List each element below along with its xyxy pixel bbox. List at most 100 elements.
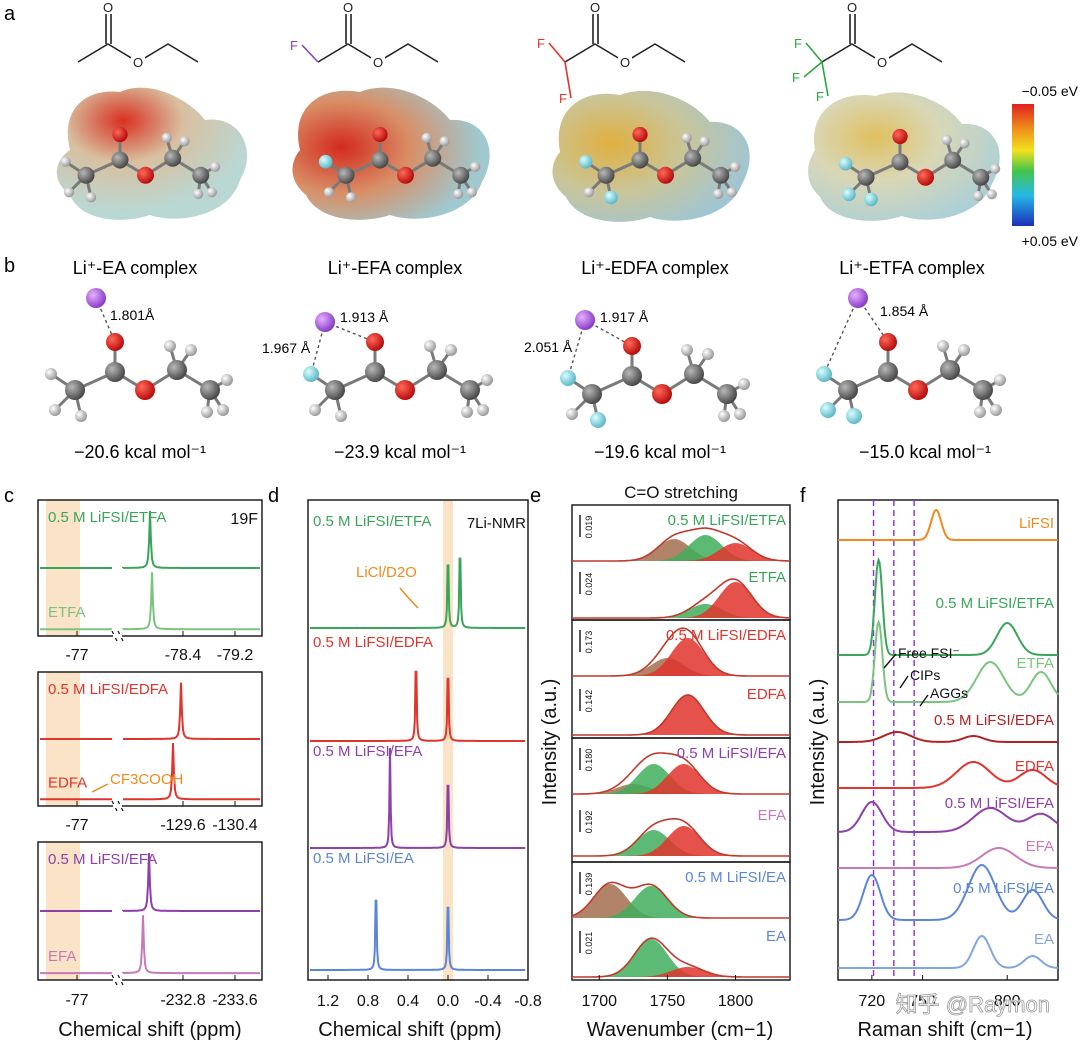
hydrogen-atom (477, 404, 489, 416)
e-envelope (572, 937, 790, 978)
cf-bond (805, 42, 823, 63)
f-series-3 (838, 731, 1058, 743)
d-series-label: 0.5 M LiFSI/ETFA (313, 513, 431, 530)
c-trace-label: EDFA (48, 774, 87, 791)
e-component-peak (572, 582, 790, 618)
li-complex-models (45, 288, 1006, 428)
hydrogen-atom (221, 374, 233, 386)
f-series-label: EA (1034, 931, 1054, 948)
carbon-atom (427, 360, 447, 380)
hydrogen-atom (973, 190, 984, 202)
hydrogen-atom (681, 344, 693, 356)
chart-d-7li-nmr: 0.5 M LiFSI/ETFA 0.5 M LiFSI/EDFA 0.5 M Li… (307, 499, 542, 1041)
c-subpanel: 0.5 M LiFSI/EFA EFA -77 -232.8 -233.6 (37, 841, 263, 1009)
carbon-atom (164, 149, 182, 167)
f-series-label: EFA (1026, 838, 1054, 855)
hydrogen-atom (75, 410, 87, 422)
f-series-label: 0.5 M LiFSI/EA (953, 880, 1054, 897)
f-series-8 (838, 934, 1059, 969)
ester-o-gap (618, 55, 632, 69)
c-trace-efa (40, 915, 260, 975)
c-trace-0-5-m-lifsi-etfa (40, 510, 260, 569)
fluorine-atom (604, 190, 618, 205)
e-component-peak (572, 886, 790, 918)
f-marker-arrow (883, 653, 897, 669)
carbon-atom (631, 151, 649, 169)
e-envelope (572, 527, 790, 562)
d-tick-label: 1.2 (317, 993, 339, 1010)
hydrogen-atom (335, 410, 347, 422)
fluorine-atom (578, 154, 593, 169)
hydrogen-atom (699, 136, 710, 147)
e-component-peak (572, 764, 790, 794)
oxygen-atom (137, 166, 154, 184)
c-xlabel: Chemical shift (ppm) (58, 1019, 241, 1041)
c-annotation-arrow (91, 783, 109, 793)
axis-break-gap (113, 804, 122, 808)
hydrogen-atom (986, 189, 997, 200)
c-trace-label: ETFA (48, 604, 86, 621)
ester-oxygen-label: O (373, 55, 383, 70)
hydrogen-atom (453, 188, 464, 200)
distance-edfa-2: 2.051 Å (524, 339, 573, 355)
e-series-label: 0.5 M LiFSI/EFA (677, 745, 786, 762)
oxygen-atom (372, 126, 388, 143)
oxygen-atom (879, 333, 897, 351)
oxygen-label: O (103, 0, 113, 15)
hydrogen-atom (713, 188, 724, 200)
hydrogen-atom (990, 163, 1001, 174)
hydrogen-atom (681, 132, 692, 143)
e-tick-label: 1700 (581, 993, 617, 1010)
d-axes-box (307, 499, 529, 981)
carbon-atom (857, 168, 875, 186)
d-tick-label: 0.8 (357, 993, 379, 1010)
ester-o-gap (371, 55, 385, 69)
hydrogen-atom (941, 134, 952, 145)
distance-etfa: 1.854 Å (880, 303, 929, 319)
c-axes-box (37, 671, 263, 807)
c-axes-box (37, 841, 263, 981)
e-scale-label: 0.021 (584, 932, 594, 955)
cf-bond (564, 61, 572, 99)
c-tick-label: -77 (65, 817, 88, 834)
f-marker-label: Free FSI⁻ (898, 645, 960, 661)
e-scale-label: 0.019 (584, 516, 594, 539)
hydrogen-atom (959, 138, 970, 149)
hydrogen-atom (990, 404, 1002, 416)
e-scale-label: 0.024 (584, 573, 594, 596)
hydrogen-atom (49, 404, 61, 416)
carbon-atom (712, 166, 730, 184)
f-marker-arrow (899, 675, 909, 689)
e-component-peak (572, 939, 790, 977)
carbon-atom (891, 153, 909, 171)
c-trace-label: EFA (48, 948, 76, 965)
e-component-peak (572, 539, 790, 561)
hydrogen-atom (466, 187, 477, 198)
e-series-label: EDFA (747, 686, 786, 703)
complex-title-ea: Li⁺-EA complex (73, 258, 198, 278)
hydrogen-atom (193, 188, 204, 200)
energy-etfa: −15.0 kcal mol⁻¹ (859, 442, 991, 462)
e-scale-label: 0.139 (584, 873, 594, 896)
fluorine-atom (590, 412, 606, 428)
carbon-atom (337, 166, 355, 184)
e-scale-label: 0.142 (584, 690, 594, 713)
carbon-atom (684, 149, 702, 167)
e-tick-label: 1800 (718, 993, 754, 1010)
f-series-label: 0.5 M LiFSI/ETFA (936, 595, 1054, 612)
f-series-0 (838, 508, 1058, 541)
c-tick-label: -130.4 (212, 817, 257, 834)
energy-edfa: −19.6 kcal mol⁻¹ (594, 442, 726, 462)
hydrogen-atom (937, 340, 949, 352)
fluorine-atom (838, 156, 853, 171)
hydrogen-atom (445, 344, 457, 356)
f-axes-box (837, 499, 1059, 981)
e-series-label: ETFA (748, 569, 786, 586)
c-tick-label: -79.2 (217, 647, 254, 664)
hydrogen-atom (179, 136, 190, 147)
d-series-label: 0.5 M LiFSI/EFA (313, 743, 422, 760)
skeletal-etfa: O O F F F (792, 0, 943, 104)
